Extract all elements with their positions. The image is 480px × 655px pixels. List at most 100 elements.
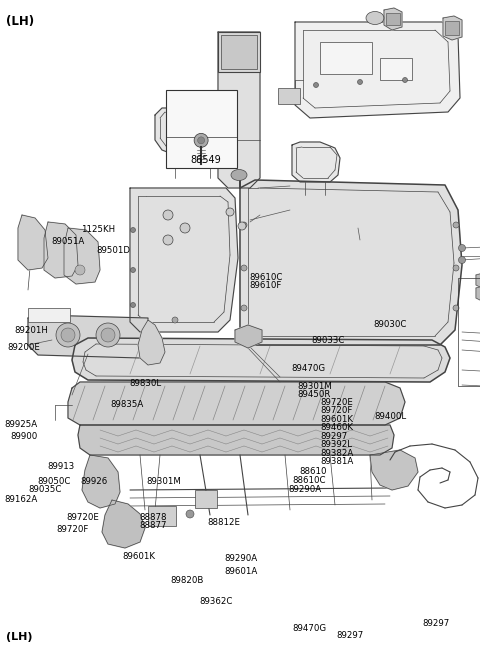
- Circle shape: [131, 267, 135, 272]
- Text: 89601K: 89601K: [122, 552, 156, 561]
- Text: 89926: 89926: [81, 477, 108, 486]
- Circle shape: [198, 137, 204, 144]
- Circle shape: [453, 305, 459, 311]
- Text: 89610C: 89610C: [250, 272, 283, 282]
- Polygon shape: [102, 500, 145, 548]
- Circle shape: [453, 222, 459, 228]
- Polygon shape: [384, 8, 402, 30]
- Circle shape: [101, 328, 115, 342]
- Text: 89297: 89297: [422, 619, 450, 628]
- Text: 88610: 88610: [299, 467, 326, 476]
- Bar: [166, 90, 237, 168]
- Polygon shape: [78, 425, 394, 455]
- Text: 89610F: 89610F: [250, 281, 282, 290]
- Text: 89290A: 89290A: [225, 554, 258, 563]
- Circle shape: [172, 317, 178, 323]
- Bar: [221, 35, 257, 69]
- Text: 89601A: 89601A: [225, 567, 258, 576]
- Text: 89030C: 89030C: [373, 320, 407, 329]
- Circle shape: [241, 305, 247, 311]
- Text: 89381A: 89381A: [321, 457, 354, 466]
- Polygon shape: [82, 455, 120, 508]
- Text: 89720F: 89720F: [321, 406, 353, 415]
- Circle shape: [131, 303, 135, 307]
- Circle shape: [238, 222, 246, 230]
- Polygon shape: [18, 215, 48, 270]
- Circle shape: [194, 134, 208, 147]
- Polygon shape: [130, 188, 238, 332]
- Circle shape: [226, 208, 234, 216]
- Polygon shape: [443, 16, 462, 40]
- Text: 89460K: 89460K: [321, 423, 354, 432]
- Bar: [445, 21, 459, 35]
- Bar: [380, 58, 412, 80]
- Circle shape: [56, 323, 80, 347]
- Polygon shape: [476, 285, 480, 303]
- Bar: [148, 506, 176, 526]
- Text: 89301M: 89301M: [146, 477, 181, 486]
- Text: 89720E: 89720E: [66, 513, 99, 522]
- Bar: [195, 490, 217, 508]
- Circle shape: [241, 222, 247, 228]
- Text: 89051A: 89051A: [52, 236, 85, 246]
- Bar: [458, 278, 480, 386]
- Polygon shape: [218, 32, 260, 188]
- Polygon shape: [295, 22, 460, 118]
- Circle shape: [61, 328, 75, 342]
- Text: 89162A: 89162A: [5, 495, 38, 504]
- Text: 88812E: 88812E: [207, 518, 240, 527]
- Text: 89301M: 89301M: [298, 382, 333, 391]
- Polygon shape: [44, 222, 78, 278]
- Text: 89297: 89297: [336, 631, 363, 640]
- Bar: [320, 42, 372, 74]
- Bar: [278, 88, 300, 104]
- Circle shape: [75, 265, 85, 275]
- Text: 89297: 89297: [321, 432, 348, 441]
- Text: 89501D: 89501D: [96, 246, 130, 255]
- Polygon shape: [72, 338, 450, 382]
- Text: 88610C: 88610C: [293, 476, 326, 485]
- Polygon shape: [68, 382, 405, 425]
- Polygon shape: [370, 450, 418, 490]
- Text: 89720F: 89720F: [57, 525, 89, 534]
- Circle shape: [458, 244, 466, 252]
- Polygon shape: [476, 272, 480, 290]
- Circle shape: [186, 510, 194, 518]
- Circle shape: [163, 235, 173, 245]
- Text: 89470G: 89470G: [293, 624, 327, 633]
- Circle shape: [180, 223, 190, 233]
- Text: 89470G: 89470G: [292, 364, 326, 373]
- Text: 89035C: 89035C: [29, 485, 62, 495]
- Text: 89820B: 89820B: [170, 576, 204, 586]
- Circle shape: [403, 77, 408, 83]
- Circle shape: [313, 83, 319, 88]
- Bar: [28, 308, 70, 322]
- Bar: [218, 32, 260, 72]
- Ellipse shape: [231, 170, 247, 181]
- Text: 1125KH: 1125KH: [81, 225, 115, 234]
- Text: 89913: 89913: [47, 462, 74, 471]
- Circle shape: [358, 79, 362, 84]
- Text: 89362C: 89362C: [199, 597, 233, 606]
- Circle shape: [453, 265, 459, 271]
- Text: 89050C: 89050C: [37, 477, 71, 486]
- Circle shape: [131, 227, 135, 233]
- Polygon shape: [292, 142, 340, 182]
- Text: 89830L: 89830L: [130, 379, 162, 388]
- Text: 89400L: 89400L: [374, 412, 407, 421]
- Text: (LH): (LH): [6, 631, 32, 642]
- Text: 88878: 88878: [139, 513, 167, 522]
- Text: (LH): (LH): [6, 16, 34, 29]
- Text: 89290A: 89290A: [288, 485, 321, 495]
- Polygon shape: [138, 320, 165, 365]
- Polygon shape: [64, 228, 100, 284]
- Text: 89201H: 89201H: [14, 326, 48, 335]
- Bar: [386, 13, 400, 25]
- Polygon shape: [240, 175, 462, 345]
- Text: 86549: 86549: [190, 155, 221, 166]
- Circle shape: [163, 210, 173, 220]
- Ellipse shape: [366, 12, 384, 24]
- Circle shape: [241, 265, 247, 271]
- Polygon shape: [28, 315, 148, 358]
- Text: 89392L: 89392L: [321, 440, 353, 449]
